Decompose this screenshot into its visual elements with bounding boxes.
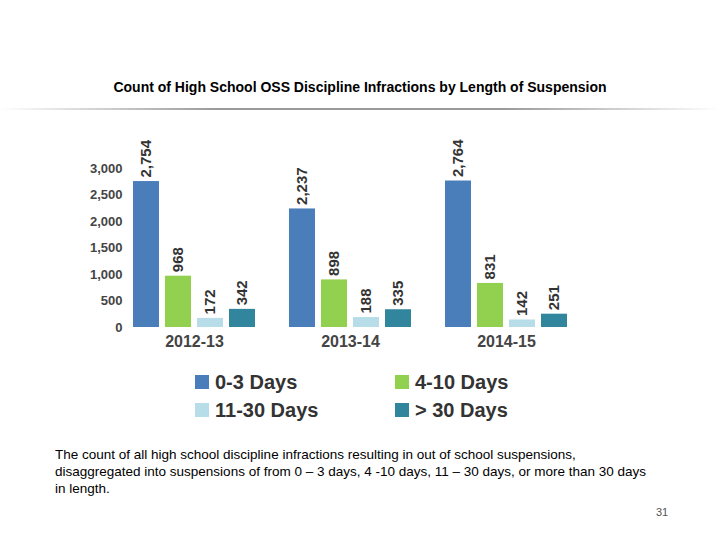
html-text:> 30 Days: > 30 Days xyxy=(415,398,508,421)
svg-text:251: 251 xyxy=(545,285,562,310)
svg-text:342: 342 xyxy=(233,280,250,305)
svg-text:335: 335 xyxy=(389,281,406,306)
html-text:The count of all high school d: The count of all high school discipline … xyxy=(55,447,647,496)
svg-text:831: 831 xyxy=(481,254,498,279)
svg-text:2014-15: 2014-15 xyxy=(477,333,536,350)
svg-text:188: 188 xyxy=(357,289,374,314)
svg-text:1,500: 1,500 xyxy=(90,240,123,255)
svg-text:500: 500 xyxy=(101,293,123,308)
svg-text:2012-13: 2012-13 xyxy=(165,333,224,350)
svg-text:2013-14: 2013-14 xyxy=(321,333,380,350)
svg-text:898: 898 xyxy=(325,251,342,276)
svg-text:2,237: 2,237 xyxy=(293,167,310,205)
svg-text:2,754: 2,754 xyxy=(137,139,154,177)
html-text:4-10 Days: 4-10 Days xyxy=(415,370,509,393)
html-text:Count of High School OSS Disci: Count of High School OSS Discipline Infr… xyxy=(113,79,607,95)
svg-text:1,000: 1,000 xyxy=(90,267,123,282)
svg-text:2,000: 2,000 xyxy=(90,214,123,229)
svg-text:142: 142 xyxy=(513,291,530,316)
svg-text:968: 968 xyxy=(169,247,186,272)
html-text:0-3 Days: 0-3 Days xyxy=(215,370,298,393)
svg-text:0: 0 xyxy=(115,320,122,335)
html-text:31: 31 xyxy=(656,506,669,518)
html-text:11-30 Days: 11-30 Days xyxy=(215,398,319,421)
svg-text:2,764: 2,764 xyxy=(449,139,466,177)
svg-text:172: 172 xyxy=(201,289,218,314)
svg-text:3,000: 3,000 xyxy=(90,161,123,176)
svg-text:2,500: 2,500 xyxy=(90,187,123,202)
